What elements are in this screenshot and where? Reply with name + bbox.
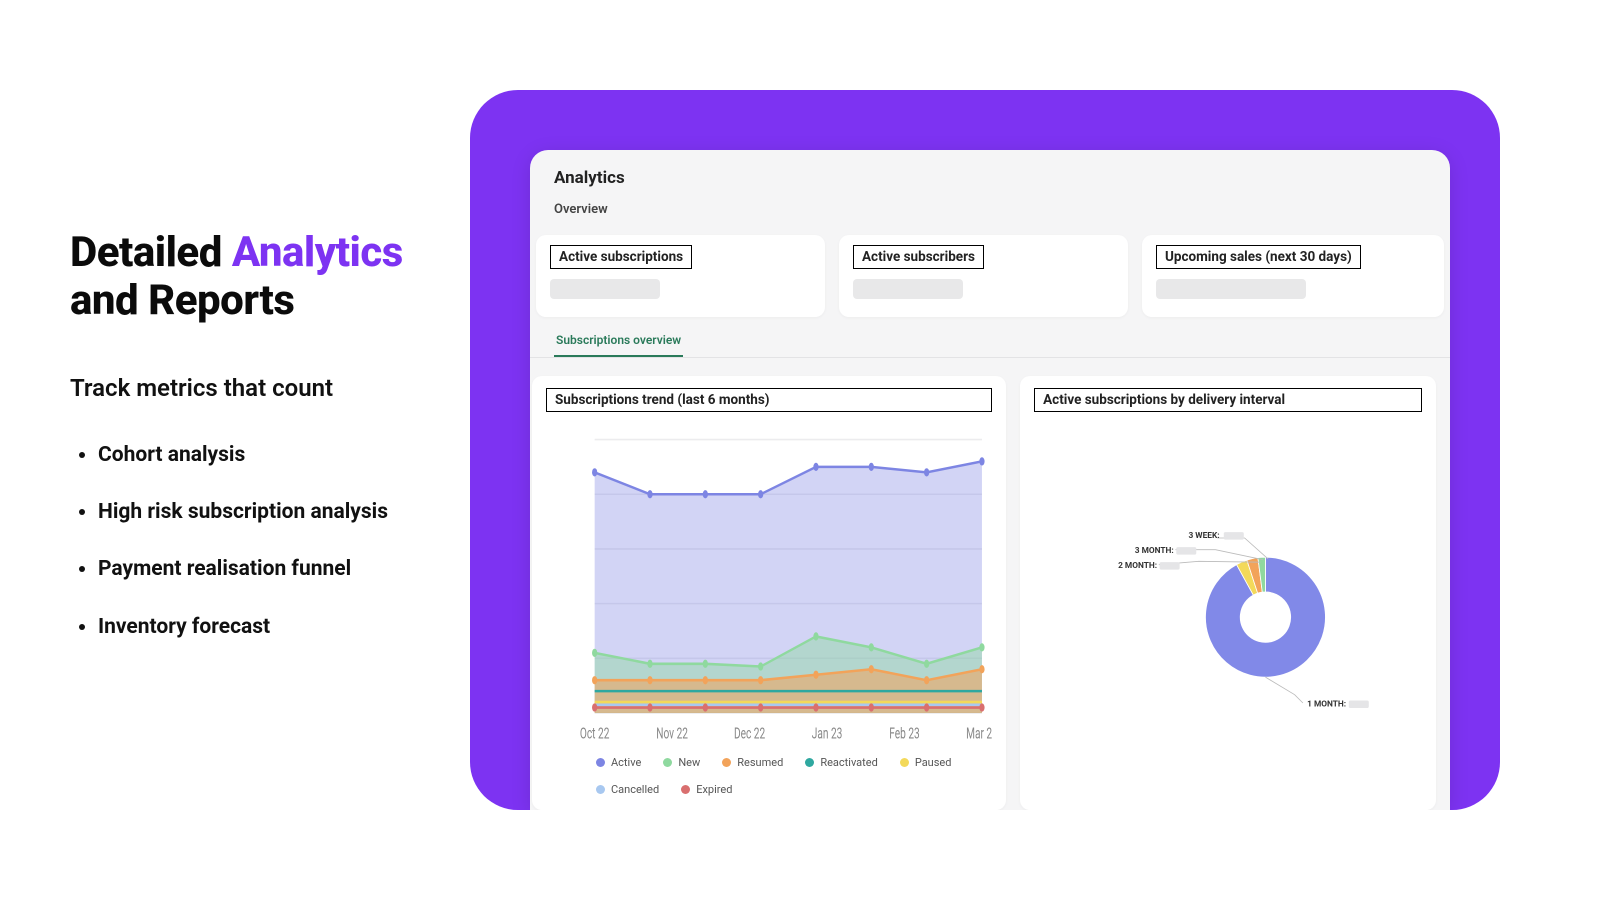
legend-item[interactable]: Reactivated xyxy=(805,756,878,769)
stat-card-label: Upcoming sales (next 30 days) xyxy=(1156,245,1361,269)
feature-item: High risk subscription analysis xyxy=(98,499,430,526)
page-title: Analytics xyxy=(554,168,1426,188)
stat-card-active-subscriptions[interactable]: Active subscriptions xyxy=(536,235,825,317)
delivery-interval-card: Active subscriptions by delivery interva… xyxy=(1020,376,1436,810)
legend-item[interactable]: Expired xyxy=(681,783,732,796)
svg-text:1 MONTH:: 1 MONTH: xyxy=(1307,699,1346,709)
svg-text:Feb 23: Feb 23 xyxy=(889,725,919,743)
screenshot-pane: Analytics Overview Active subscriptions … xyxy=(470,90,1600,810)
svg-text:Mar 23: Mar 23 xyxy=(966,725,992,743)
donut-chart: 1 MONTH: 3 WEEK: 3 MONTH: 2 MONTH: xyxy=(1034,430,1422,796)
subheadline: Track metrics that count xyxy=(70,374,430,402)
headline-post: and Reports xyxy=(70,276,294,325)
feature-list: Cohort analysis High risk subscription a… xyxy=(70,442,430,641)
stat-card-label: Active subscriptions xyxy=(550,245,692,269)
legend-item[interactable]: Paused xyxy=(900,756,952,769)
svg-text:3 WEEK:: 3 WEEK: xyxy=(1189,531,1220,541)
dashboard-header: Analytics Overview xyxy=(530,150,1450,225)
legend-dot-icon xyxy=(663,758,672,767)
skeleton-placeholder xyxy=(1156,279,1306,299)
legend-label: Active xyxy=(611,756,641,769)
legend-dot-icon xyxy=(681,785,690,794)
feature-item: Cohort analysis xyxy=(98,442,430,469)
stat-cards-row: Active subscriptions Active subscribers … xyxy=(530,225,1450,317)
tab-subscriptions-overview[interactable]: Subscriptions overview xyxy=(554,327,683,357)
stat-card-upcoming-sales[interactable]: Upcoming sales (next 30 days) xyxy=(1142,235,1444,317)
feature-item: Payment realisation funnel xyxy=(98,556,430,583)
legend-dot-icon xyxy=(596,758,605,767)
page-subtitle: Overview xyxy=(554,202,1426,217)
stat-card-label: Active subscribers xyxy=(853,245,984,269)
svg-text:2 MONTH:: 2 MONTH: xyxy=(1118,561,1157,571)
legend-label: Reactivated xyxy=(820,756,878,769)
charts-row: Subscriptions trend (last 6 months) Oct … xyxy=(530,358,1450,810)
legend-dot-icon xyxy=(596,785,605,794)
skeleton-placeholder xyxy=(550,279,660,299)
stat-card-active-subscribers[interactable]: Active subscribers xyxy=(839,235,1128,317)
svg-text:3 MONTH:: 3 MONTH: xyxy=(1135,546,1174,556)
chart-legend: Active New Resumed Reactivated Paused Cancell… xyxy=(546,748,992,796)
skeleton-placeholder xyxy=(853,279,963,299)
chart-title: Active subscriptions by delivery interva… xyxy=(1034,388,1422,412)
marketing-pane: Detailed Analytics and Reports Track met… xyxy=(0,229,470,671)
subscriptions-trend-card: Subscriptions trend (last 6 months) Oct … xyxy=(532,376,1006,810)
svg-text:Dec 22: Dec 22 xyxy=(734,725,765,743)
purple-frame: Analytics Overview Active subscriptions … xyxy=(470,90,1500,810)
legend-dot-icon xyxy=(900,758,909,767)
svg-text:Nov 22: Nov 22 xyxy=(656,725,688,743)
svg-text:Jan 23: Jan 23 xyxy=(812,725,843,743)
legend-label: Resumed xyxy=(737,756,783,769)
headline: Detailed Analytics and Reports xyxy=(70,229,430,326)
headline-accent: Analytics xyxy=(232,228,403,277)
legend-item[interactable]: Cancelled xyxy=(596,783,659,796)
legend-dot-icon xyxy=(722,758,731,767)
chart-title: Subscriptions trend (last 6 months) xyxy=(546,388,992,412)
legend-item[interactable]: Resumed xyxy=(722,756,783,769)
tab-bar: Subscriptions overview xyxy=(530,321,1450,358)
svg-text:Oct 22: Oct 22 xyxy=(580,725,609,743)
legend-label: Paused xyxy=(915,756,952,769)
legend-label: Expired xyxy=(696,783,732,796)
legend-item[interactable]: Active xyxy=(596,756,641,769)
analytics-dashboard: Analytics Overview Active subscriptions … xyxy=(530,150,1450,810)
legend-item[interactable]: New xyxy=(663,756,700,769)
legend-label: Cancelled xyxy=(611,783,659,796)
headline-pre: Detailed xyxy=(70,228,232,277)
line-chart: Oct 22 Nov 22 Dec 22 Jan 23 Feb 23 Mar 23 xyxy=(546,430,992,748)
legend-dot-icon xyxy=(805,758,814,767)
feature-item: Inventory forecast xyxy=(98,614,430,641)
legend-label: New xyxy=(678,756,700,769)
